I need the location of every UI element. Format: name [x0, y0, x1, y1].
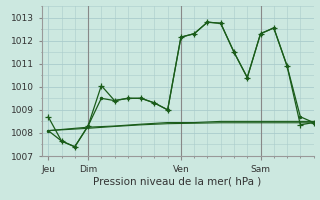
X-axis label: Pression niveau de la mer( hPa ): Pression niveau de la mer( hPa )	[93, 177, 262, 187]
